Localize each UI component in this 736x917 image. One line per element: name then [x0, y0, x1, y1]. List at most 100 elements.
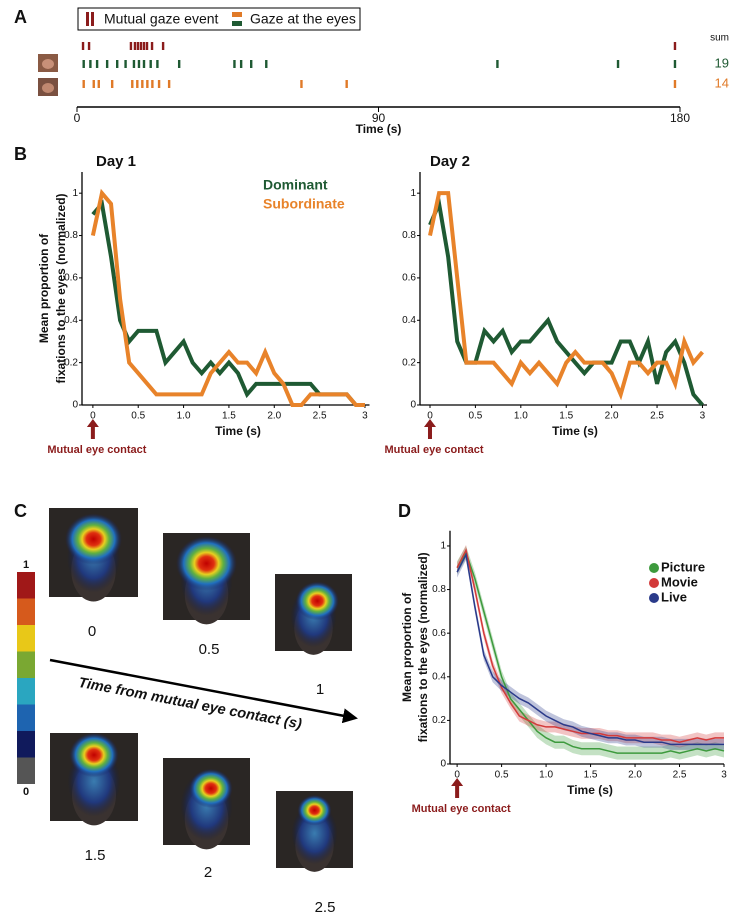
legend-label: Mutual gaze event	[104, 11, 219, 27]
x-tick-label: 1.5	[222, 411, 236, 422]
colorbar-label: 0	[23, 786, 29, 798]
x-tick-label: 1.0	[177, 411, 191, 422]
x-tick-label: 0	[427, 411, 433, 422]
annotation-arrow	[451, 778, 464, 798]
event	[132, 60, 136, 68]
x-tick-label: 1.0	[539, 770, 553, 781]
y-tick-label: 0.8	[402, 230, 416, 241]
event	[300, 80, 303, 88]
colorbar-cell	[17, 651, 35, 678]
colorbar-label: 1	[23, 559, 29, 571]
event	[156, 60, 159, 68]
data-line	[428, 196, 704, 407]
event	[673, 80, 677, 88]
event	[141, 80, 144, 88]
x-tick-label: 3	[700, 411, 706, 422]
x-axis-label: Time (s)	[215, 424, 261, 438]
y-tick-label: 0.4	[64, 315, 78, 326]
y-tick-label: 0.8	[64, 230, 78, 241]
y-tick-label: 1	[440, 541, 446, 552]
event	[345, 80, 348, 88]
x-tick-label: 0.5	[495, 770, 509, 781]
legend-swatch	[232, 21, 242, 26]
event	[673, 60, 677, 68]
y-axis-label: fixations to the eyes (normalized)	[54, 193, 68, 383]
monkey-face	[42, 59, 54, 69]
x-axis-label: Time (s)	[552, 424, 598, 438]
chart-title: Day 2	[430, 153, 470, 170]
x-axis-label: Time (s)	[356, 122, 402, 136]
colorbar-cell	[17, 757, 35, 784]
event	[265, 60, 268, 68]
colorbar-cell	[17, 731, 35, 758]
data-line	[91, 199, 365, 407]
heatmap-time: 2.5	[315, 899, 336, 916]
data-line	[428, 191, 704, 401]
y-axis-label: fixations to the eyes (normalized)	[416, 552, 430, 742]
event	[233, 60, 236, 68]
x-tick-label: 2.0	[605, 411, 619, 422]
x-tick-label: 2.5	[650, 411, 664, 422]
y-tick-label: 0.2	[402, 357, 416, 368]
event	[129, 42, 133, 50]
event	[142, 42, 146, 50]
y-tick-label: 0	[72, 400, 78, 411]
y-tick-label: 1	[72, 188, 78, 199]
annotation-arrow	[86, 419, 99, 439]
annotation: Mutual eye contact	[47, 444, 146, 456]
x-tick-label: 1.0	[514, 411, 528, 422]
x-tick-label: 1.5	[559, 411, 573, 422]
event	[150, 42, 154, 50]
event	[673, 42, 677, 50]
event	[110, 80, 114, 88]
legend-label: Movie	[661, 574, 698, 589]
x-tick-label: 3	[721, 770, 727, 781]
event	[167, 80, 171, 88]
x-tick-label: 2.5	[313, 411, 327, 422]
data-line	[456, 552, 724, 746]
sum-value: 14	[715, 75, 729, 90]
y-tick-label: 0.6	[432, 628, 446, 639]
legend-label: Subordinate	[263, 196, 345, 212]
x-tick-label: 2.5	[673, 770, 687, 781]
panel-label: D	[398, 501, 411, 521]
heatmap-hot	[297, 795, 332, 826]
panel-label: C	[14, 501, 27, 521]
legend-label: Live	[661, 589, 687, 604]
monkey-face	[42, 83, 54, 93]
time-arrow	[49, 658, 358, 724]
x-tick-label: 0	[74, 111, 81, 125]
legend-marker	[649, 578, 659, 588]
x-tick-label: 0	[90, 411, 96, 422]
legend-swatch	[91, 12, 94, 26]
colorbar-cell	[17, 678, 35, 705]
y-tick-label: 0.6	[64, 273, 78, 284]
event	[136, 80, 139, 88]
event	[136, 42, 140, 50]
event	[124, 60, 127, 68]
y-tick-label: 0.8	[432, 584, 446, 595]
x-tick-label: 0.5	[468, 411, 482, 422]
error-band	[457, 549, 724, 750]
event	[250, 60, 253, 68]
y-tick-label: 1	[410, 188, 416, 199]
event	[496, 60, 499, 68]
legend-swatch	[86, 12, 89, 26]
heatmap-panel: 1 0 0 0.5 1 1.5 2 2.5 Time from mutual eye conta…	[17, 508, 358, 916]
heatmap-time: 0.5	[199, 641, 220, 658]
event	[151, 80, 154, 88]
y-tick-label: 0.2	[432, 715, 446, 726]
event	[81, 42, 85, 50]
heatmap-time: 2	[204, 864, 212, 881]
event	[97, 80, 100, 88]
data-line	[90, 188, 365, 407]
heatmap-time: 1	[316, 681, 324, 698]
heatmap-hot	[65, 513, 122, 565]
chart-title: Day 1	[96, 153, 136, 170]
event	[142, 60, 146, 68]
event	[157, 80, 161, 88]
event	[89, 60, 92, 68]
sum-value: 19	[715, 55, 729, 70]
y-tick-label: 0	[440, 759, 446, 770]
legend-marker	[649, 593, 659, 603]
